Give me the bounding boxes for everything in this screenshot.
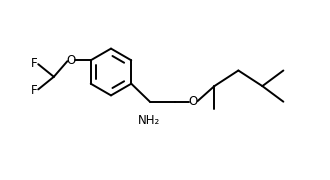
Text: O: O [189, 95, 198, 108]
Text: NH₂: NH₂ [138, 114, 160, 127]
Text: F: F [31, 84, 37, 96]
Text: F: F [31, 57, 37, 70]
Text: O: O [67, 54, 76, 67]
